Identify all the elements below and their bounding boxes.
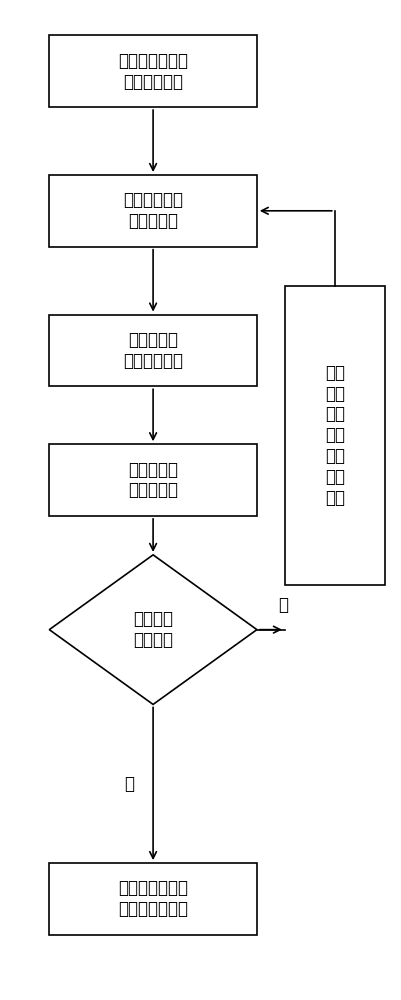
Text: 是: 是 — [124, 775, 134, 793]
Text: 温度是否
满足要求: 温度是否 满足要求 — [133, 610, 173, 649]
Bar — [49, 863, 256, 935]
Bar — [49, 444, 256, 516]
Bar — [49, 315, 256, 386]
Text: 修改
冷板
几何
尺寸
以及
流道
布局: 修改 冷板 几何 尺寸 以及 流道 布局 — [324, 364, 344, 507]
Text: 否: 否 — [277, 596, 287, 614]
Bar — [49, 175, 256, 247]
Polygon shape — [49, 555, 256, 704]
Bar — [284, 286, 384, 585]
Text: 计算天线阵
面温度分布: 计算天线阵 面温度分布 — [128, 461, 178, 499]
Text: 确定微通道
截面几何尺寸: 确定微通道 截面几何尺寸 — [123, 331, 182, 370]
Text: 确定微通道冷
板外形尺寸: 确定微通道冷 板外形尺寸 — [123, 191, 182, 230]
Text: 最佳有源相控天
线冷板设计参数: 最佳有源相控天 线冷板设计参数 — [118, 879, 188, 918]
Bar — [49, 35, 256, 107]
Text: 确定有源相控阵
天线几何模型: 确定有源相控阵 天线几何模型 — [118, 52, 188, 91]
